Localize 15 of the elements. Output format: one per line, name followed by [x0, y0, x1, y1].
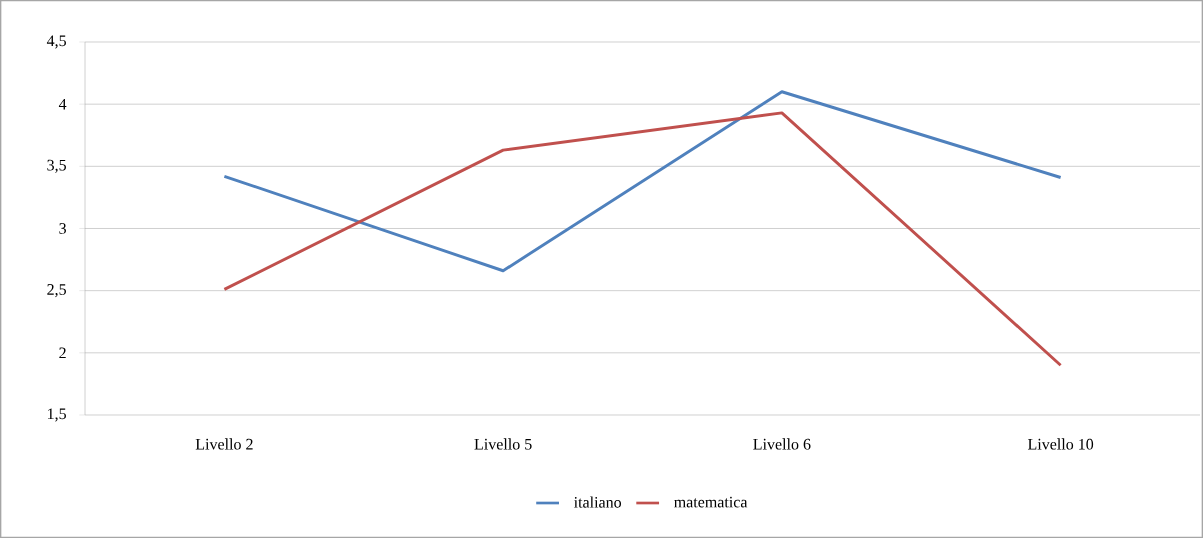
y-tick-label: 1,5: [48, 408, 66, 422]
y-tick-label: 3,5: [47, 159, 66, 173]
line-series: [222, 111, 1063, 367]
x-tick-label: Livello 6: [753, 438, 811, 450]
y-tick-label: 3: [59, 223, 66, 234]
x-tick-label: Livello 10: [1027, 438, 1094, 450]
y-tick-label: 4: [58, 98, 67, 110]
line-series: [222, 90, 1063, 273]
y-tick-label: 2,5: [47, 284, 66, 298]
legend-label: italiano: [573, 496, 622, 508]
y-tick-label: 2: [59, 347, 66, 359]
x-tick-label: Livello 2: [195, 438, 253, 450]
x-tick-label: Livello 5: [474, 438, 532, 450]
legend-label: matematica: [674, 496, 748, 508]
y-tick-label: 4,5: [46, 35, 66, 49]
